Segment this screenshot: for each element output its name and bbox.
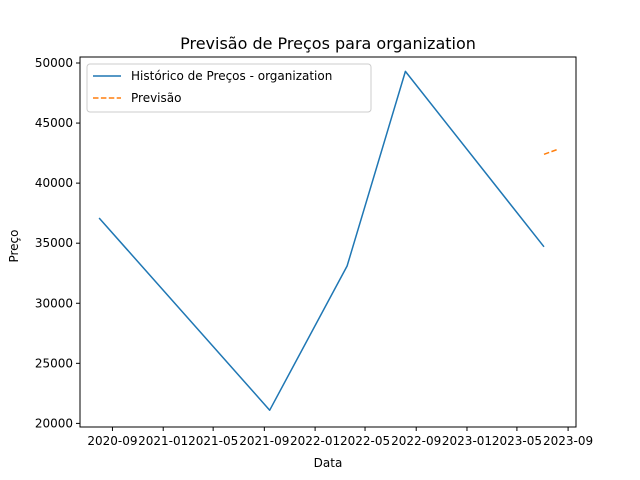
x-tick-label: 2023-09 bbox=[543, 434, 593, 448]
legend: Histórico de Preços - organization Previs… bbox=[86, 63, 372, 113]
x-tick-label: 2023-01 bbox=[442, 434, 492, 448]
y-tick-label: 40000 bbox=[35, 176, 73, 190]
x-tick-label: 2021-09 bbox=[239, 434, 289, 448]
y-tick-label: 25000 bbox=[35, 356, 73, 370]
y-axis: 20000 25000 30000 35000 40000 45000 50000 bbox=[35, 56, 80, 430]
x-tick-label: 2020-09 bbox=[87, 434, 137, 448]
x-axis: 2020-09 2021-01 2021-05 2021-09 2022-01 2022-… bbox=[87, 427, 593, 448]
y-axis-label: Preço bbox=[7, 229, 21, 262]
legend-label-0: Histórico de Preços - organization bbox=[131, 69, 332, 83]
plot-area bbox=[79, 56, 577, 428]
legend-label-1: Previsão bbox=[131, 91, 181, 105]
y-tick-label: 30000 bbox=[35, 296, 73, 310]
x-tick-label: 2022-01 bbox=[290, 434, 340, 448]
legend-box bbox=[86, 63, 372, 113]
x-tick-label: 2021-01 bbox=[138, 434, 188, 448]
y-tick-label: 20000 bbox=[35, 416, 73, 430]
series-layer bbox=[98, 70, 558, 411]
y-tick-label: 35000 bbox=[35, 236, 73, 250]
y-tick-label: 45000 bbox=[35, 116, 73, 130]
x-tick-label: 2023-05 bbox=[492, 434, 542, 448]
x-axis-label: Data bbox=[314, 456, 343, 470]
y-tick-label: 50000 bbox=[35, 56, 73, 70]
chart-title: Previsão de Preços para organization bbox=[180, 34, 476, 53]
series-line-0 bbox=[98, 70, 545, 411]
series-line-1 bbox=[543, 148, 558, 156]
x-tick-label: 2021-05 bbox=[188, 434, 238, 448]
x-tick-label: 2022-05 bbox=[340, 434, 390, 448]
x-tick-label: 2022-09 bbox=[391, 434, 441, 448]
plot-frame bbox=[79, 56, 577, 428]
